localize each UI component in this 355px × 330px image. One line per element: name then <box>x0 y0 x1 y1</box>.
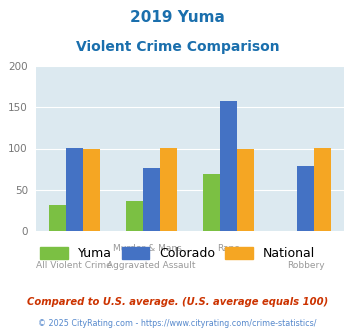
Bar <box>143 168 160 231</box>
Bar <box>203 174 220 231</box>
Bar <box>314 148 331 231</box>
Bar <box>297 166 314 231</box>
Bar <box>126 201 143 231</box>
Text: Aggravated Assault: Aggravated Assault <box>107 261 196 270</box>
Text: 2019 Yuma: 2019 Yuma <box>130 10 225 25</box>
Text: Murder & Mans...: Murder & Mans... <box>113 244 190 253</box>
Text: Compared to U.S. average. (U.S. average equals 100): Compared to U.S. average. (U.S. average … <box>27 297 328 307</box>
Bar <box>49 205 66 231</box>
Legend: Yuma, Colorado, National: Yuma, Colorado, National <box>34 240 321 266</box>
Text: © 2025 CityRating.com - https://www.cityrating.com/crime-statistics/: © 2025 CityRating.com - https://www.city… <box>38 319 317 328</box>
Bar <box>83 148 100 231</box>
Bar <box>220 101 237 231</box>
Bar <box>66 148 83 231</box>
Bar <box>160 148 177 231</box>
Text: Rape: Rape <box>217 244 240 253</box>
Text: Robbery: Robbery <box>287 261 324 270</box>
Text: All Violent Crime: All Violent Crime <box>36 261 112 270</box>
Bar <box>237 148 254 231</box>
Text: Violent Crime Comparison: Violent Crime Comparison <box>76 40 279 53</box>
